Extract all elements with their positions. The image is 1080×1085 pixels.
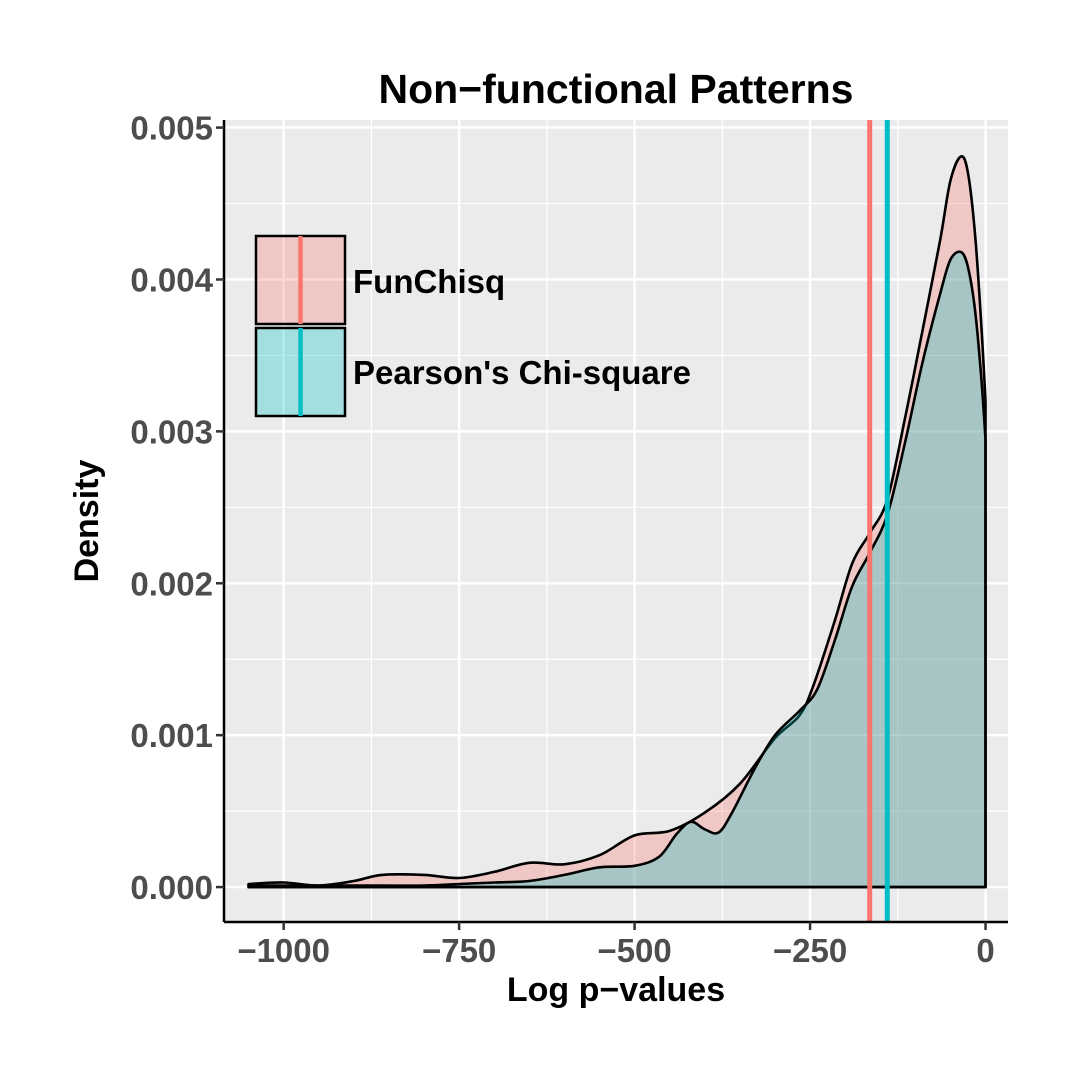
y-tick-label: 0.004: [130, 261, 213, 298]
density-area-funchisq: [247, 155, 987, 889]
minor-gridlines: [224, 120, 1008, 922]
y-axis-title: Density: [68, 460, 106, 583]
x-tick-label: −750: [422, 932, 496, 969]
x-tick-labels: −1000 −750 −500 −250 0: [237, 932, 994, 969]
x-tick-label: −500: [597, 932, 671, 969]
y-tick-label: 0.003: [130, 413, 213, 450]
density-area-pearson: [247, 250, 987, 889]
y-tick-label: 0.002: [130, 565, 213, 602]
x-tick-label: −1000: [237, 932, 330, 969]
chart-title: Non−functional Patterns: [379, 66, 854, 112]
legend-item-funchisq: FunChisq: [254, 234, 505, 326]
density-areas: [247, 155, 987, 889]
y-tick-label: 0.005: [130, 110, 213, 147]
legend: FunChisq Pearson's Chi-square: [254, 234, 691, 418]
mean-lines: [867, 120, 890, 922]
legend-label-pearson: Pearson's Chi-square: [353, 354, 691, 391]
y-tick-labels: 0.000 0.001 0.002 0.003 0.004 0.005: [130, 110, 213, 906]
y-tick-label: 0.001: [130, 717, 213, 754]
x-tick-label: 0: [976, 932, 994, 969]
legend-item-pearson: Pearson's Chi-square: [254, 326, 691, 418]
y-tick-label: 0.000: [130, 869, 213, 906]
legend-label-funchisq: FunChisq: [353, 263, 505, 300]
x-tick-label: −250: [773, 932, 847, 969]
axes: [216, 120, 1008, 930]
x-axis-title: Log p−values: [507, 971, 725, 1009]
